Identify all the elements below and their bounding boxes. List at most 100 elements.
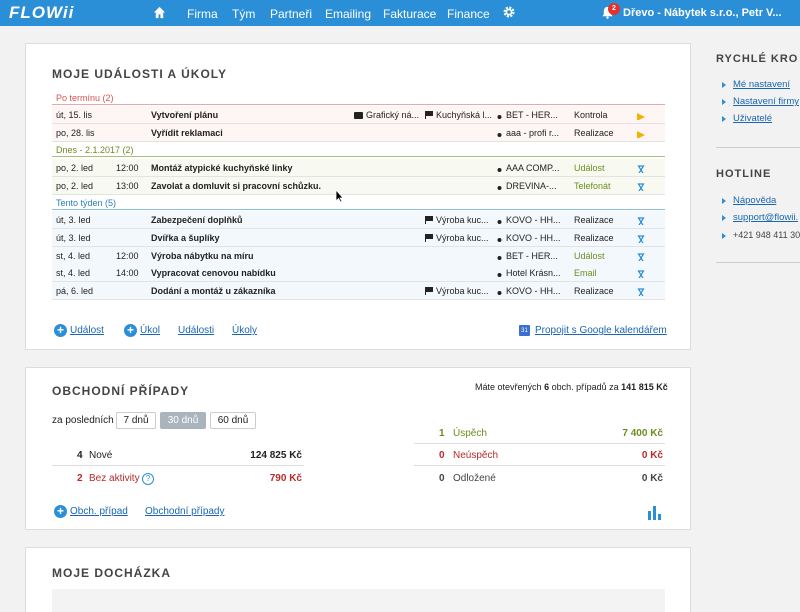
event-person[interactable]: aaa - profi r... — [506, 128, 560, 138]
notification-count-badge: 2 — [608, 3, 620, 15]
success-label: Úspěch — [453, 428, 487, 439]
events-link[interactable]: Události — [178, 325, 215, 336]
failed-count: 0 — [439, 450, 445, 461]
add-deal-icon[interactable]: + — [54, 505, 67, 518]
menu-emailing[interactable]: Emailing — [325, 7, 372, 21]
menu-finance[interactable]: Finance — [447, 7, 490, 21]
help-link[interactable]: Nápověda — [733, 195, 777, 206]
event-name[interactable]: Vypracovat cenovou nabídku — [151, 268, 276, 278]
hourglass-icon[interactable] — [636, 286, 646, 296]
deals-success-row[interactable]: 1 Úspěch 7 400 Kč — [414, 424, 665, 444]
period-30-days-button[interactable]: 30 dnů — [160, 412, 206, 429]
deals-failed-row[interactable]: 0 Neúspěch 0 Kč — [414, 446, 665, 466]
menu-partneri[interactable]: Partneři — [270, 7, 313, 21]
quick-link-users[interactable]: Uživatelé — [733, 113, 773, 124]
event-date: st, 4. led — [56, 251, 91, 261]
event-project[interactable]: Grafický ná... — [366, 110, 420, 120]
event-row[interactable]: út, 15. lis Vytvoření plánu Grafický ná...… — [52, 106, 665, 124]
event-row[interactable]: po, 2. led 13:00 Zavolat a domluvit si pra… — [52, 177, 665, 195]
event-person[interactable]: KOVO - HH... — [506, 215, 561, 225]
event-person[interactable]: BET - HER... — [506, 110, 558, 120]
help-icon[interactable]: ? — [142, 473, 154, 485]
event-date: út, 3. led — [56, 233, 91, 243]
event-date: pá, 6. led — [56, 286, 94, 296]
summary-prefix: Máte otevřených — [475, 382, 542, 392]
arrow-icon[interactable] — [636, 110, 646, 120]
deals-inactive-row[interactable]: 2 Bez aktivity ? 790 Kč — [52, 469, 304, 489]
home-icon[interactable] — [153, 6, 166, 19]
event-row[interactable]: út, 3. led Zabezpečení doplňků Výroba kuc.… — [52, 211, 665, 229]
bullet-icon — [722, 233, 726, 239]
event-person[interactable]: DREVINA-... — [506, 181, 557, 191]
add-deal-link[interactable]: Obch. případ — [70, 506, 128, 517]
add-event-link[interactable]: Událost — [70, 325, 104, 336]
deals-title: OBCHODNÍ PŘÍPADY — [52, 384, 190, 398]
event-date: út, 3. led — [56, 215, 91, 225]
event-type: Realizace — [574, 286, 614, 296]
event-name[interactable]: Dvířka a šuplíky — [151, 233, 220, 243]
add-event-icon[interactable]: + — [54, 324, 67, 337]
quick-link-company-settings[interactable]: Nastavení firmy — [733, 96, 799, 107]
event-name[interactable]: Vyřídit reklamaci — [151, 128, 223, 138]
person-icon — [496, 252, 503, 260]
event-person[interactable]: KOVO - HH... — [506, 233, 561, 243]
event-name[interactable]: Montáž atypické kuchyňské linky — [151, 163, 293, 173]
summary-middle: obch. případů za — [551, 382, 619, 392]
new-label: Nové — [89, 450, 113, 461]
google-calendar-icon[interactable]: 31 — [519, 325, 530, 336]
deals-postponed-row[interactable]: 0 Odložené 0 Kč — [414, 469, 665, 489]
flag-icon — [425, 111, 433, 119]
event-person[interactable]: Hotel Krásn... — [506, 268, 561, 278]
hourglass-icon[interactable] — [636, 181, 646, 191]
gear-icon[interactable] — [502, 5, 516, 19]
flag-icon — [425, 234, 433, 242]
event-row[interactable]: st, 4. led 14:00 Vypracovat cenovou nabídk… — [52, 264, 665, 282]
event-tag[interactable]: Výroba kuc... — [436, 286, 489, 296]
event-row[interactable]: po, 2. led 12:00 Montáž atypické kuchyňské… — [52, 159, 665, 177]
menu-fakturace[interactable]: Fakturace — [383, 7, 437, 21]
event-tag[interactable]: Kuchyňská l... — [436, 110, 492, 120]
bullet-icon — [722, 82, 726, 88]
bar-chart-icon[interactable] — [648, 505, 661, 520]
event-person[interactable]: KOVO - HH... — [506, 286, 561, 296]
event-person[interactable]: BET - HER... — [506, 251, 558, 261]
hourglass-icon[interactable] — [636, 163, 646, 173]
event-name[interactable]: Zavolat a domluvit si pracovní schůzku. — [151, 181, 322, 191]
event-time: 12:00 — [116, 251, 139, 261]
event-tag[interactable]: Výroba kuc... — [436, 233, 489, 243]
person-icon — [496, 182, 503, 190]
event-name[interactable]: Dodání a montáž u zákazníka — [151, 286, 276, 296]
new-value: 124 825 Kč — [250, 450, 302, 461]
period-7-days-button[interactable]: 7 dnů — [116, 412, 156, 429]
hourglass-icon[interactable] — [636, 251, 646, 261]
hourglass-icon[interactable] — [636, 268, 646, 278]
event-name[interactable]: Výroba nábytku na míru — [151, 251, 254, 261]
event-row[interactable]: pá, 6. led Dodání a montáž u zákazníka Výr… — [52, 282, 665, 300]
event-date: st, 4. led — [56, 268, 91, 278]
google-calendar-link[interactable]: Propojit s Google kalendářem — [535, 325, 667, 336]
hourglass-icon[interactable] — [636, 233, 646, 243]
tasks-link[interactable]: Úkoly — [232, 325, 258, 336]
event-row[interactable]: po, 28. lis Vyřídit reklamaci aaa - profi … — [52, 124, 665, 142]
hourglass-icon[interactable] — [636, 215, 646, 225]
menu-tym[interactable]: Tým — [232, 7, 256, 21]
add-task-icon[interactable]: + — [124, 324, 137, 337]
event-name[interactable]: Zabezpečení doplňků — [151, 215, 243, 225]
event-person[interactable]: AAA COMP... — [506, 163, 560, 173]
flowii-logo[interactable]: FLOWii — [9, 3, 75, 22]
event-name[interactable]: Vytvoření plánu — [151, 110, 219, 120]
event-row[interactable]: út, 3. led Dvířka a šuplíky Výroba kuc... K… — [52, 229, 665, 247]
hotline-phone: +421 948 411 30 — [733, 230, 800, 240]
arrow-icon[interactable] — [636, 128, 646, 138]
event-tag[interactable]: Výroba kuc... — [436, 215, 489, 225]
period-60-days-button[interactable]: 60 dnů — [210, 412, 256, 429]
menu-firma[interactable]: Firma — [187, 7, 218, 21]
support-email-link[interactable]: support@flowii. — [733, 212, 799, 223]
quick-link-my-settings[interactable]: Mé nastavení — [733, 79, 791, 90]
person-icon — [496, 287, 503, 295]
deals-new-row[interactable]: 4 Nové 124 825 Kč — [52, 446, 304, 466]
add-task-link[interactable]: Úkol — [140, 325, 161, 336]
user-company-menu[interactable]: Dřevo - Nábytek s.r.o., Petr V... — [623, 7, 782, 19]
deals-list-link[interactable]: Obchodní případy — [145, 506, 225, 517]
event-row[interactable]: st, 4. led 12:00 Výroba nábytku na míru BET… — [52, 247, 665, 265]
